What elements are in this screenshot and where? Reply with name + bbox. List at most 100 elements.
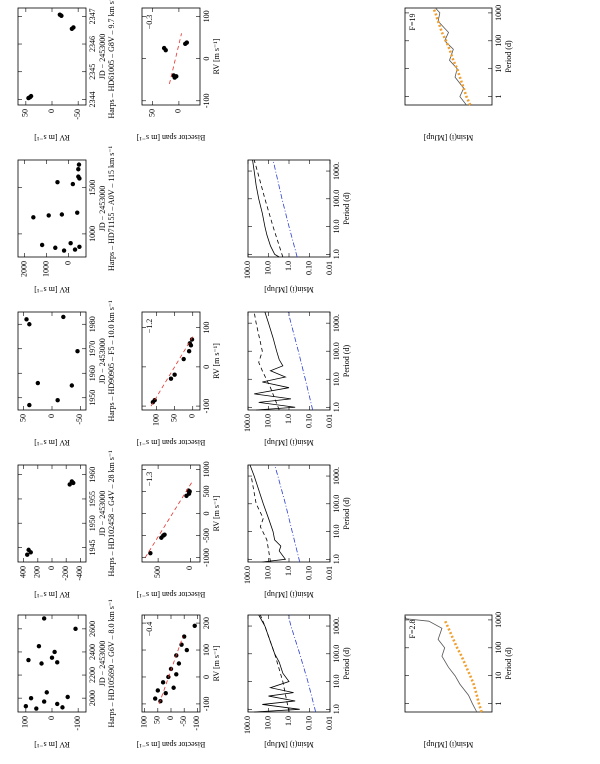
data-point <box>55 179 60 185</box>
x-tick-label: 1950 <box>88 390 97 406</box>
data-point <box>152 696 158 701</box>
x-tick-label: 2346 <box>88 36 97 52</box>
x-axis-title: Period (d) <box>504 40 513 73</box>
data-line <box>144 482 192 558</box>
data-point <box>41 616 47 621</box>
x-tick-label: 1960 <box>88 365 97 381</box>
y-tick-label: 200 <box>33 566 42 578</box>
y-tick-label: 0.01 <box>325 566 334 580</box>
y-axis-title: Msin(i) [MJup] <box>264 740 314 749</box>
y-tick-label: 0.10 <box>304 716 313 730</box>
y-tick-label: 0 <box>47 109 56 113</box>
data-line <box>249 464 287 563</box>
y-tick-label: 50 <box>153 716 162 724</box>
y-axis-title: Msin(i) [MJup] <box>264 285 314 294</box>
annotation: −1.2 <box>145 319 154 334</box>
data-point <box>75 349 80 354</box>
x-tick-label: 0 <box>202 57 211 61</box>
data-line <box>253 311 280 411</box>
data-line <box>272 159 298 258</box>
data-point <box>34 706 39 711</box>
data-point <box>70 181 76 187</box>
data-point <box>163 690 168 696</box>
x-tick-label: 1955 <box>88 491 97 507</box>
x-tick-label: 1000. <box>332 314 341 332</box>
y-axis-title: RV [m s⁻¹] <box>34 285 70 294</box>
y-tick-label: 100 <box>139 716 148 728</box>
y-tick-label: 0 <box>47 414 56 418</box>
data-line <box>274 464 301 563</box>
y-tick-label: 0 <box>47 566 56 570</box>
panel-frame <box>247 311 331 411</box>
x-tick-label: 10.0 <box>332 372 341 386</box>
x-tick-label: 2600 <box>88 621 97 637</box>
y-tick-label: -100 <box>73 716 82 731</box>
y-tick-label: 0.01 <box>325 716 334 730</box>
x-axis-title: JD − 2453000 <box>98 34 107 79</box>
x-tick-label: 1000 <box>202 461 211 477</box>
y-tick-label: 0 <box>174 109 183 113</box>
data-point <box>55 660 60 665</box>
data-point <box>174 672 179 677</box>
data-point <box>53 245 58 250</box>
data-point <box>168 376 174 381</box>
x-tick-label: 1.0 <box>332 402 341 412</box>
data-line <box>150 335 194 407</box>
x-axis-title: Period (d) <box>504 647 513 680</box>
y-tick-label: -50 <box>73 109 82 120</box>
data-line <box>252 159 280 258</box>
data-point <box>24 317 29 322</box>
x-tick-label: 1 <box>494 95 503 99</box>
x-tick-label: 1000. <box>332 617 341 635</box>
data-point <box>187 341 193 346</box>
data-point <box>184 40 190 45</box>
x-axis-title: JD − 2453000 <box>98 641 107 686</box>
y-tick-label: 10.0 <box>263 261 272 275</box>
data-point <box>73 626 78 632</box>
y-tick-label: 0 <box>188 414 197 418</box>
y-tick-label: 1000 <box>41 261 50 277</box>
data-point <box>184 647 190 653</box>
data-point <box>28 695 34 701</box>
y-tick-label: 1.0 <box>284 261 293 271</box>
y-axis-title: Msin(i) [MJup] <box>264 590 314 599</box>
y-axis-title: Bisector span [m s⁻¹] <box>136 133 205 142</box>
y-tick-label: 100.0 <box>243 566 252 584</box>
data-point <box>68 240 73 246</box>
x-axis-title: Period (d) <box>342 345 351 378</box>
panel-frame <box>141 311 201 411</box>
y-tick-label: 50 <box>18 414 27 422</box>
data-point <box>181 634 187 639</box>
y-tick-label: 1.0 <box>284 716 293 726</box>
data-point <box>186 349 192 354</box>
x-axis-title: RV [m s⁻¹] <box>212 495 221 531</box>
y-tick-label: 100 <box>151 414 160 426</box>
panel-frame <box>404 7 493 106</box>
x-tick-label: 1000 <box>494 612 503 628</box>
x-tick-label: 2347 <box>88 8 97 24</box>
annotation: −1.3 <box>145 472 154 487</box>
x-tick-label: 1000 <box>494 5 503 21</box>
x-tick-label: 1945 <box>88 539 97 555</box>
x-tick-label: 2345 <box>88 64 97 80</box>
panel-title: Harps – HD61005 – G8V – 9.7 km s⁻¹ <box>107 0 116 119</box>
data-point <box>160 680 166 685</box>
data-point <box>59 212 65 217</box>
annotation: −0.3 <box>145 15 154 30</box>
data-line <box>250 475 271 563</box>
data-point <box>171 685 176 690</box>
x-tick-label: 1.0 <box>332 554 341 564</box>
panel-frame <box>17 464 87 563</box>
data-point <box>52 649 57 655</box>
panel-frame <box>404 614 493 713</box>
data-line <box>432 7 472 106</box>
y-tick-label: 100.0 <box>243 414 252 432</box>
x-tick-label: 2000 <box>88 690 97 706</box>
x-tick-label: 100.0 <box>332 495 341 513</box>
y-axis-title: Msin(i) [MJup] <box>423 740 473 749</box>
y-axis-title: RV [m s⁻¹] <box>34 740 70 749</box>
data-point <box>77 244 82 250</box>
data-point <box>76 167 81 172</box>
annotation: −0.4 <box>145 622 154 637</box>
x-tick-label: 1970 <box>88 341 97 357</box>
